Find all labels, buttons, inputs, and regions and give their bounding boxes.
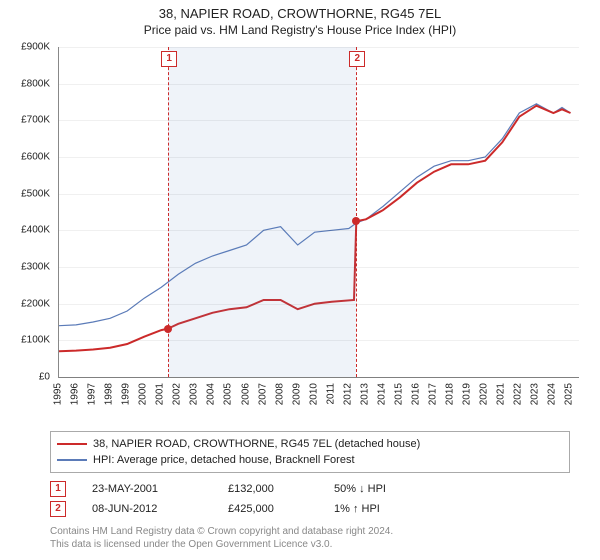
x-tick-label: 1996 <box>70 383 81 405</box>
x-tick-label: 2014 <box>376 383 387 405</box>
x-tick-label: 2022 <box>513 383 524 405</box>
event-price: £132,000 <box>228 479 308 499</box>
x-tick-label: 2010 <box>308 383 319 405</box>
gridline <box>59 157 579 158</box>
marker-line <box>356 47 357 377</box>
x-tick-label: 2002 <box>172 383 183 405</box>
x-tick-label: 1998 <box>104 383 115 405</box>
x-tick-label: 2001 <box>155 383 166 405</box>
x-tick-label: 1999 <box>121 383 132 405</box>
x-tick-label: 2013 <box>359 383 370 405</box>
gridline <box>59 194 579 195</box>
y-tick-label: £400K <box>21 225 50 236</box>
gridline <box>59 377 579 378</box>
gridline <box>59 120 579 121</box>
y-tick-label: £800K <box>21 78 50 89</box>
marker-box: 1 <box>161 51 177 67</box>
gridline <box>59 84 579 85</box>
x-tick-label: 2024 <box>547 383 558 405</box>
page-title: 38, NAPIER ROAD, CROWTHORNE, RG45 7EL <box>10 6 590 21</box>
gridline <box>59 267 579 268</box>
x-axis-labels: 1995199619971998199920002001200220032004… <box>58 379 578 429</box>
y-tick-label: £200K <box>21 298 50 309</box>
event-price: £425,000 <box>228 499 308 519</box>
gridline <box>59 304 579 305</box>
event-delta: 50% ↓ HPI <box>334 479 424 499</box>
footer-line-1: Contains HM Land Registry data © Crown c… <box>50 525 570 538</box>
y-tick-label: £700K <box>21 115 50 126</box>
plot-area: 12 <box>58 47 579 378</box>
x-tick-label: 2020 <box>479 383 490 405</box>
marker-dot <box>352 217 360 225</box>
x-tick-label: 2005 <box>223 383 234 405</box>
x-tick-label: 2015 <box>393 383 404 405</box>
legend-label: HPI: Average price, detached house, Brac… <box>93 452 355 468</box>
legend: 38, NAPIER ROAD, CROWTHORNE, RG45 7EL (d… <box>50 431 570 473</box>
x-tick-label: 2017 <box>428 383 439 405</box>
x-tick-label: 1995 <box>53 383 64 405</box>
x-tick-label: 2009 <box>291 383 302 405</box>
event-marker-box: 1 <box>50 481 66 497</box>
marker-box: 2 <box>349 51 365 67</box>
legend-label: 38, NAPIER ROAD, CROWTHORNE, RG45 7EL (d… <box>93 436 420 452</box>
y-tick-label: £300K <box>21 262 50 273</box>
y-tick-label: £0 <box>39 372 50 383</box>
gridline <box>59 230 579 231</box>
x-tick-label: 2019 <box>462 383 473 405</box>
y-tick-label: £600K <box>21 152 50 163</box>
event-date: 23-MAY-2001 <box>92 479 202 499</box>
event-marker-box: 2 <box>50 501 66 517</box>
y-tick-label: £100K <box>21 335 50 346</box>
event-row: 1 23-MAY-2001 £132,000 50% ↓ HPI <box>50 479 570 499</box>
x-tick-label: 2023 <box>530 383 541 405</box>
y-axis-labels: £0£100K£200K£300K£400K£500K£600K£700K£80… <box>10 47 54 377</box>
event-date: 08-JUN-2012 <box>92 499 202 519</box>
x-tick-label: 2021 <box>496 383 507 405</box>
page-subtitle: Price paid vs. HM Land Registry's House … <box>10 23 590 37</box>
x-tick-label: 2000 <box>138 383 149 405</box>
x-tick-label: 2003 <box>189 383 200 405</box>
x-tick-label: 2004 <box>206 383 217 405</box>
x-tick-label: 1997 <box>87 383 98 405</box>
footer-line-2: This data is licensed under the Open Gov… <box>50 538 570 551</box>
event-table: 1 23-MAY-2001 £132,000 50% ↓ HPI 2 08-JUN-201… <box>50 479 570 519</box>
event-row: 2 08-JUN-2012 £425,000 1% ↑ HPI <box>50 499 570 519</box>
footer: Contains HM Land Registry data © Crown c… <box>50 525 570 551</box>
x-tick-label: 2016 <box>411 383 422 405</box>
event-delta: 1% ↑ HPI <box>334 499 424 519</box>
marker-dot <box>164 325 172 333</box>
x-tick-label: 2006 <box>240 383 251 405</box>
y-tick-label: £900K <box>21 42 50 53</box>
x-tick-label: 2011 <box>325 383 336 405</box>
legend-item: HPI: Average price, detached house, Brac… <box>57 452 563 468</box>
legend-swatch <box>57 459 87 461</box>
x-tick-label: 2008 <box>274 383 285 405</box>
x-tick-label: 2018 <box>445 383 456 405</box>
gridline <box>59 340 579 341</box>
y-tick-label: £500K <box>21 188 50 199</box>
x-tick-label: 2007 <box>257 383 268 405</box>
gridline <box>59 47 579 48</box>
chart: £0 £100K £200K £300K £400K £500K £600K £700K £80… <box>10 41 590 431</box>
legend-swatch <box>57 443 87 445</box>
x-tick-label: 2012 <box>342 383 353 405</box>
sold-period-shade <box>168 47 356 377</box>
x-tick-label: 2025 <box>564 383 575 405</box>
legend-item: 38, NAPIER ROAD, CROWTHORNE, RG45 7EL (d… <box>57 436 563 452</box>
